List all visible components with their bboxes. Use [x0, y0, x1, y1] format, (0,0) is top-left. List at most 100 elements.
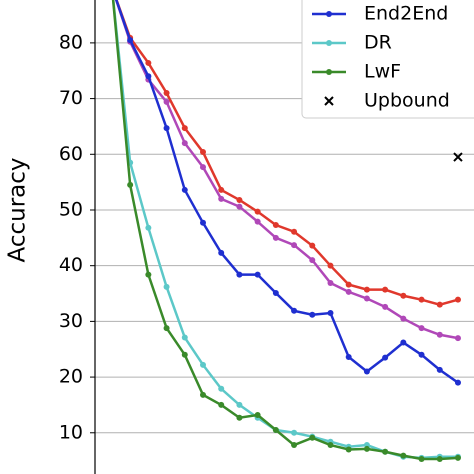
data-point: [454, 335, 461, 342]
y-tick-label: 60: [59, 143, 83, 165]
data-point: [236, 196, 243, 203]
data-point: [127, 181, 134, 188]
legend-label: End2End: [364, 3, 448, 25]
data-point: [382, 448, 389, 455]
data-point: [127, 37, 134, 44]
data-point: [382, 286, 389, 293]
data-point: [436, 301, 443, 308]
data-point: [218, 401, 225, 408]
data-point: [163, 325, 170, 332]
data-point: [327, 310, 334, 317]
data-point: [236, 203, 243, 210]
data-point: [327, 262, 334, 269]
data-point: [199, 149, 206, 156]
data-point: [291, 307, 298, 314]
data-point: [272, 234, 279, 241]
data-point: [218, 385, 225, 392]
data-point: [291, 442, 298, 449]
data-point: [436, 455, 443, 462]
series-line: [114, 0, 459, 340]
y-tick-label: 80: [59, 31, 83, 53]
legend-swatch: [324, 96, 334, 106]
data-point: [163, 283, 170, 290]
data-point: [345, 446, 352, 453]
y-tick-label: 10: [59, 421, 83, 443]
data-point: [254, 271, 261, 278]
legend-label: DR: [364, 32, 392, 54]
grid: [95, 42, 474, 434]
data-point: [181, 351, 188, 358]
series-line: [111, 0, 459, 461]
data-point: [345, 288, 352, 295]
data-point: [272, 289, 279, 296]
data-point: [382, 303, 389, 310]
data-point: [400, 315, 407, 322]
data-point: [454, 296, 461, 303]
y-axis-label: Accuracy: [5, 157, 31, 262]
y-tick-label: 50: [59, 198, 83, 220]
data-point: [327, 442, 334, 449]
plot-area: [111, 0, 463, 462]
data-point: [145, 73, 152, 80]
data-point: [418, 351, 425, 358]
data-point: [199, 361, 206, 368]
data-point: [291, 228, 298, 235]
data-point: [236, 401, 243, 408]
data-point: [363, 368, 370, 375]
legend-label: Upbound: [364, 90, 450, 112]
data-point: [145, 224, 152, 231]
series-line: [115, 0, 459, 384]
data-point: [400, 292, 407, 299]
y-tick-label: 70: [59, 87, 83, 109]
data-point: [327, 279, 334, 286]
data-point: [181, 125, 188, 132]
y-tick-label: 40: [59, 254, 83, 276]
data-point: [418, 455, 425, 462]
data-point: [345, 354, 352, 361]
data-point: [181, 140, 188, 147]
data-point: [309, 242, 316, 249]
data-point: [309, 311, 316, 318]
data-point: [181, 334, 188, 341]
data-point: [436, 331, 443, 338]
legend-items: End2End DR LwF Upbound: [312, 3, 450, 112]
data-point: [309, 434, 316, 441]
data-point: [163, 125, 170, 132]
data-point: [199, 219, 206, 226]
legend-swatch-dot: [326, 11, 332, 17]
legend-swatch-dot: [326, 40, 332, 46]
data-point: [291, 429, 298, 436]
data-point: [254, 411, 261, 418]
data-point: [418, 296, 425, 303]
data-point: [400, 339, 407, 346]
legend-label: LwF: [364, 61, 401, 83]
legend: [301, 0, 474, 119]
data-point: [254, 208, 261, 215]
data-point: [163, 98, 170, 105]
legend-swatch-dot: [326, 69, 332, 75]
data-point: [454, 454, 461, 461]
data-point: [363, 286, 370, 293]
data-point: [272, 426, 279, 433]
marker: [453, 152, 463, 162]
data-point: [199, 164, 206, 171]
y-tick-label: 30: [59, 310, 83, 332]
data-point: [272, 222, 279, 229]
data-point: [218, 195, 225, 202]
data-point: [218, 186, 225, 193]
data-point: [309, 257, 316, 264]
data-point: [400, 452, 407, 459]
data-point: [163, 90, 170, 97]
data-point: [254, 218, 261, 225]
data-point: [145, 271, 152, 278]
data-point: [236, 271, 243, 278]
data-point: [181, 186, 188, 193]
data-point: [418, 325, 425, 332]
series-line: [115, 0, 459, 306]
data-point: [382, 354, 389, 361]
data-point: [363, 445, 370, 452]
data-point: [345, 281, 352, 288]
data-point: [454, 379, 461, 386]
data-point: [236, 414, 243, 421]
